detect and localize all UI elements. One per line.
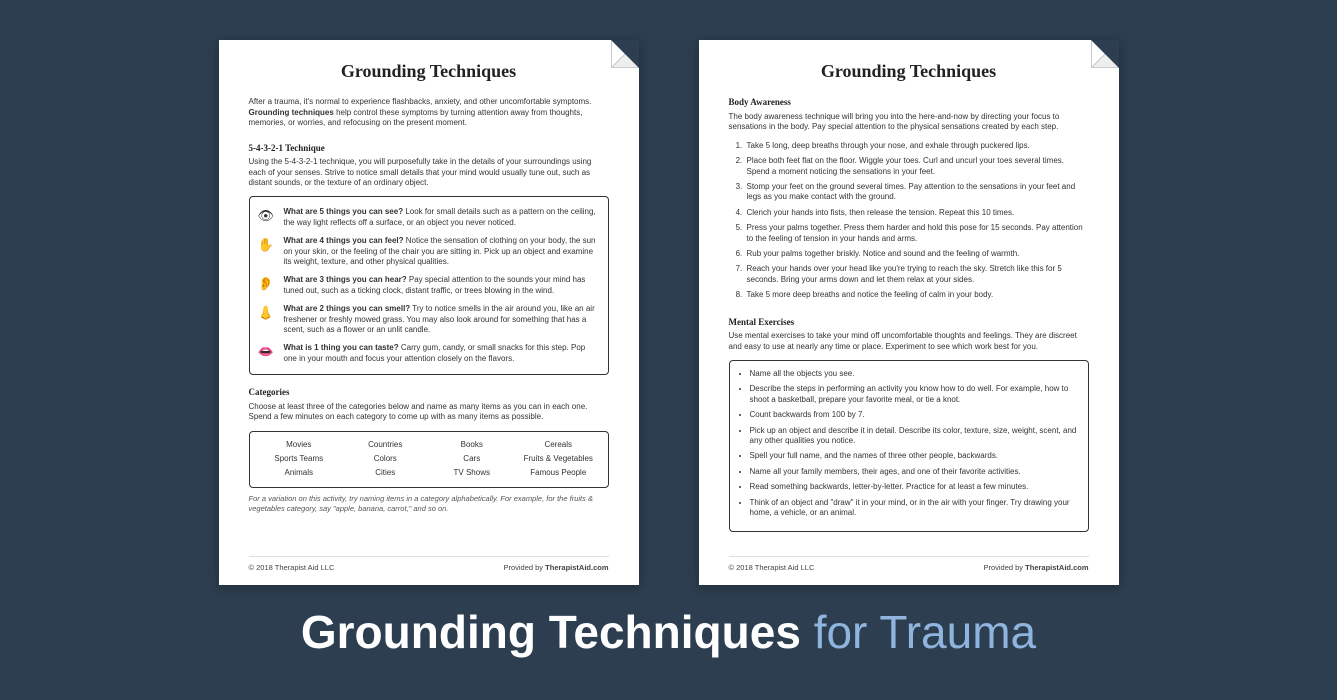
mental-item: Read something backwards, letter-by-lett…	[750, 482, 1080, 492]
banner-bold: Grounding Techniques	[301, 606, 801, 658]
mental-item: Spell your full name, and the names of t…	[750, 451, 1080, 461]
sense-icon: 👂	[258, 275, 274, 290]
technique-desc: Using the 5-4-3-2-1 technique, you will …	[249, 157, 609, 188]
sense-question: What are 4 things you can feel?	[284, 236, 404, 245]
page-corner-fold	[1091, 40, 1119, 68]
sense-icon: 👃	[258, 304, 274, 319]
category-cell: Colors	[342, 452, 429, 466]
senses-box: 👁 What are 5 things you can see? Look for…	[249, 196, 609, 375]
category-cell: TV Shows	[429, 466, 516, 480]
sense-text: What are 3 things you can hear? Pay spec…	[284, 275, 600, 296]
footer-copyright: © 2018 Therapist Aid LLC	[729, 563, 815, 573]
category-row: Sports TeamsColorsCarsFruits & Vegetable…	[256, 452, 602, 466]
category-cell: Books	[429, 438, 516, 452]
sense-text: What are 2 things you can smell? Try to …	[284, 304, 600, 335]
category-cell: Cities	[342, 466, 429, 480]
page-footer: © 2018 Therapist Aid LLC Provided by The…	[249, 556, 609, 573]
sense-question: What are 5 things you can see?	[284, 207, 404, 216]
body-step: Reach your hands over your head like you…	[745, 264, 1089, 285]
categories-desc: Choose at least three of the categories …	[249, 402, 609, 423]
footer-provided-label: Provided by	[983, 563, 1025, 572]
body-steps-list: Take 5 long, deep breaths through your n…	[729, 141, 1089, 301]
category-cell: Famous People	[515, 466, 602, 480]
footer-provided-site: TherapistAid.com	[545, 563, 608, 572]
sense-question: What is 1 thing you can taste?	[284, 343, 399, 352]
categories-footnote: For a variation on this activity, try na…	[249, 494, 609, 514]
body-step: Stomp your feet on the ground several ti…	[745, 182, 1089, 203]
mental-exercises-box: Name all the objects you see. Describe th…	[729, 360, 1089, 532]
worksheet-page-2: Grounding Techniques Body Awareness The …	[699, 40, 1119, 585]
sense-text: What are 5 things you can see? Look for …	[284, 207, 600, 228]
technique-title: 5-4-3-2-1 Technique	[249, 143, 609, 155]
sense-text: What is 1 thing you can taste? Carry gum…	[284, 343, 600, 364]
body-step: Place both feet flat on the floor. Wiggl…	[745, 156, 1089, 177]
mental-desc: Use mental exercises to take your mind o…	[729, 331, 1089, 352]
sense-question: What are 2 things you can smell?	[284, 304, 411, 313]
body-step: Clench your hands into fists, then relea…	[745, 208, 1089, 218]
banner-title: Grounding Techniques for Trauma	[301, 605, 1036, 659]
sense-row: 👂 What are 3 things you can hear? Pay spe…	[258, 271, 600, 300]
intro-text: After a trauma, it's normal to experienc…	[249, 97, 609, 128]
mental-item: Name all your family members, their ages…	[750, 467, 1080, 477]
sense-icon: 👁	[258, 207, 274, 222]
mental-item: Describe the steps in performing an acti…	[750, 384, 1080, 405]
intro-bold: Grounding techniques	[249, 108, 334, 117]
sense-row: 👄 What is 1 thing you can taste? Carry gu…	[258, 339, 600, 368]
body-step: Press your palms together. Press them ha…	[745, 223, 1089, 244]
mental-item: Count backwards from 100 by 7.	[750, 410, 1080, 420]
mental-item: Think of an object and "draw" it in your…	[750, 498, 1080, 519]
page-footer: © 2018 Therapist Aid LLC Provided by The…	[729, 556, 1089, 573]
body-awareness-desc: The body awareness technique will bring …	[729, 112, 1089, 133]
sense-icon: ✋	[258, 236, 274, 251]
footer-provided: Provided by TherapistAid.com	[983, 563, 1088, 573]
intro-a: After a trauma, it's normal to experienc…	[249, 97, 592, 106]
categories-title: Categories	[249, 387, 609, 399]
category-row: MoviesCountriesBooksCereals	[256, 438, 602, 452]
sense-question: What are 3 things you can hear?	[284, 275, 407, 284]
mental-item: Pick up an object and describe it in det…	[750, 426, 1080, 447]
mental-item: Name all the objects you see.	[750, 369, 1080, 379]
page-title: Grounding Techniques	[249, 60, 609, 83]
footer-provided-site: TherapistAid.com	[1025, 563, 1088, 572]
sense-icon: 👄	[258, 343, 274, 358]
category-cell: Movies	[256, 438, 343, 452]
page-title: Grounding Techniques	[729, 60, 1089, 83]
body-step: Rub your palms together briskly. Notice …	[745, 249, 1089, 259]
sense-row: ✋ What are 4 things you can feel? Notice …	[258, 232, 600, 271]
worksheet-page-1: Grounding Techniques After a trauma, it'…	[219, 40, 639, 585]
category-cell: Countries	[342, 438, 429, 452]
banner-light: for Trauma	[814, 606, 1036, 658]
category-cell: Cereals	[515, 438, 602, 452]
category-cell: Fruits & Vegetables	[515, 452, 602, 466]
footer-copyright: © 2018 Therapist Aid LLC	[249, 563, 335, 573]
page-corner-fold	[611, 40, 639, 68]
category-cell: Animals	[256, 466, 343, 480]
footer-provided: Provided by TherapistAid.com	[503, 563, 608, 573]
pages-row: Grounding Techniques After a trauma, it'…	[219, 40, 1119, 585]
category-row: AnimalsCitiesTV ShowsFamous People	[256, 466, 602, 480]
categories-table: MoviesCountriesBooksCerealsSports TeamsC…	[249, 431, 609, 488]
body-step: Take 5 more deep breaths and notice the …	[745, 290, 1089, 300]
category-cell: Cars	[429, 452, 516, 466]
sense-row: 👁 What are 5 things you can see? Look for…	[258, 203, 600, 232]
category-cell: Sports Teams	[256, 452, 343, 466]
body-step: Take 5 long, deep breaths through your n…	[745, 141, 1089, 151]
sense-text: What are 4 things you can feel? Notice t…	[284, 236, 600, 267]
mental-title: Mental Exercises	[729, 317, 1089, 329]
sense-row: 👃 What are 2 things you can smell? Try to…	[258, 300, 600, 339]
footer-provided-label: Provided by	[503, 563, 545, 572]
body-awareness-title: Body Awareness	[729, 97, 1089, 109]
